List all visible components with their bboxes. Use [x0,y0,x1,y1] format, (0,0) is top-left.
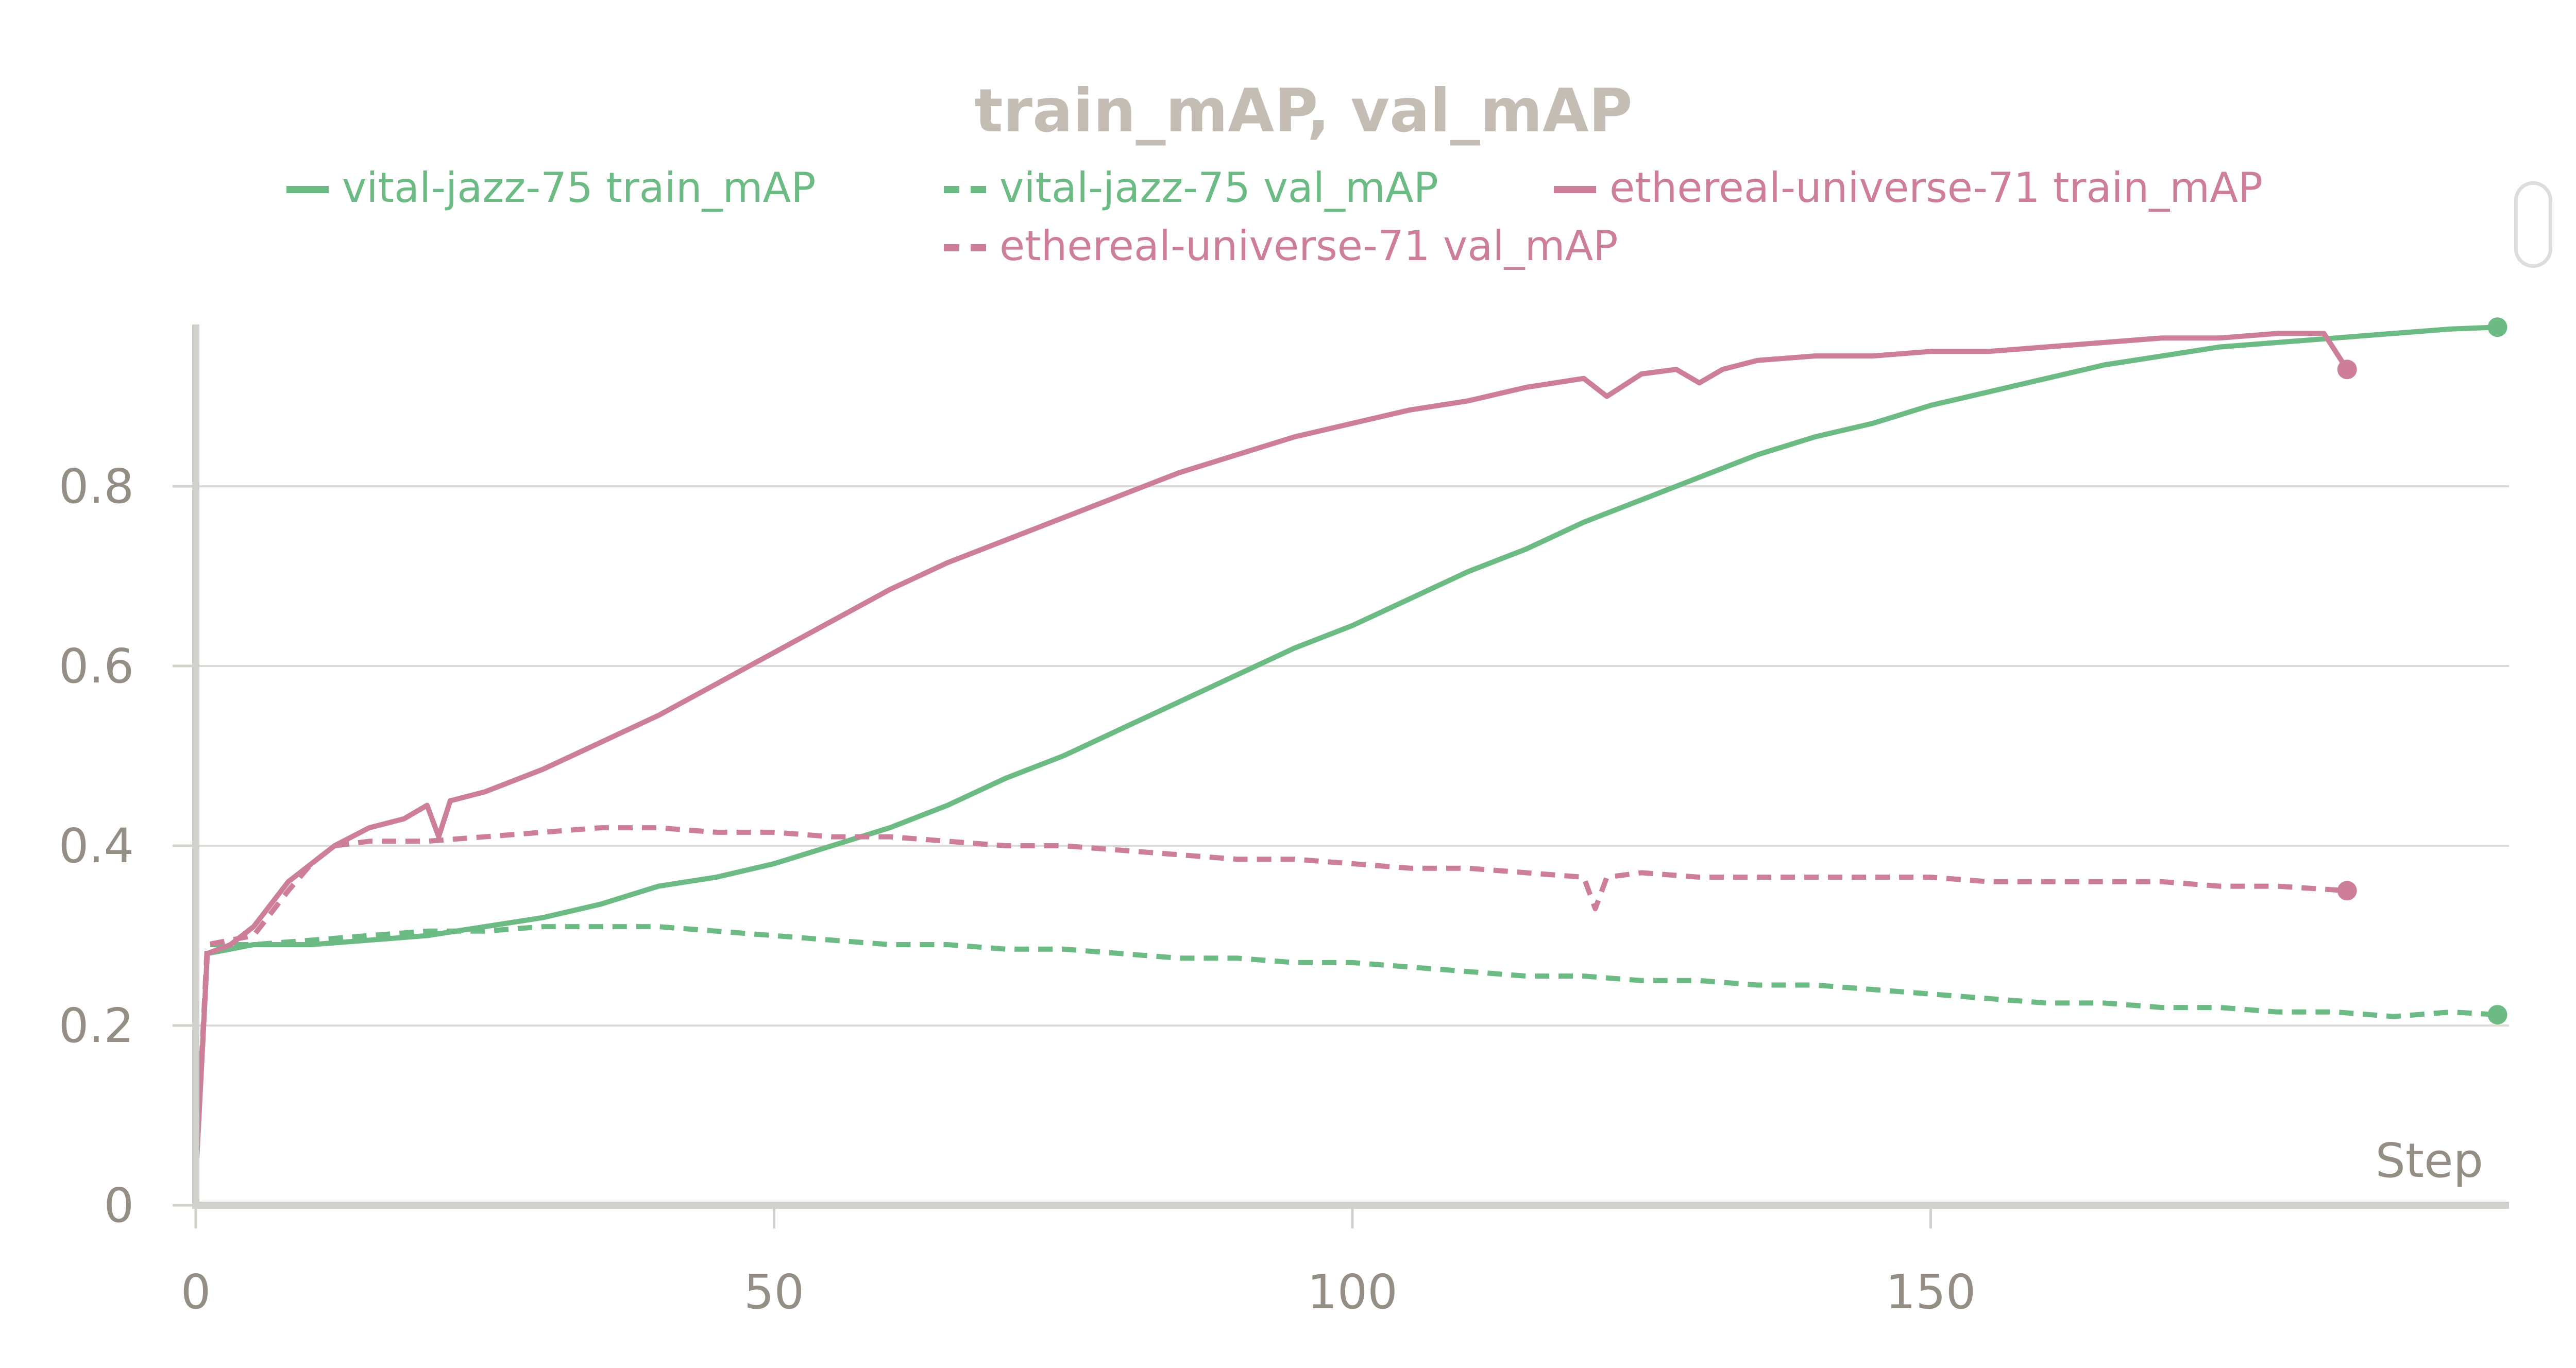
series-end-marker-3 [2337,881,2357,901]
x-tick-label-100: 100 [1307,1264,1398,1320]
chart-title: train_mAP, val_mAP [974,76,1632,146]
legend: vital-jazz-75 train_mAP vital-jazz-75 val… [286,164,2263,270]
x-tick-label-0: 0 [181,1264,211,1320]
y-tick-label-0.6: 0.6 [59,639,134,694]
series-line-1 [193,924,2498,1178]
series-end-marker-0 [2487,317,2507,337]
series-end-marker-2 [2337,360,2357,380]
series-line-3 [193,825,2348,1178]
series-lines [193,317,2507,1181]
x-tick-label-50: 50 [744,1264,804,1320]
legend-scrollbar[interactable] [2514,181,2552,268]
x-tick-label-150: 150 [1886,1264,1976,1320]
y-tick-label-0.4: 0.4 [59,818,134,874]
gridlines [196,485,2509,1027]
x-axis-label: Step [2376,1133,2483,1188]
series-line-0 [193,324,2500,1181]
y-tick-label-0.2: 0.2 [59,998,134,1053]
legend-label-0: vital-jazz-75 train_mAP [342,164,816,212]
legend-label-1: vital-jazz-75 val_mAP [999,164,1438,212]
series-line-2 [193,331,2350,1181]
tick-labels: 0 50 100 150 0 0.2 0.4 0.6 0.8 [59,459,1976,1320]
y-tick-label-0.8: 0.8 [59,459,134,514]
y-tick-label-0: 0 [104,1178,134,1233]
legend-label-2: ethereal-universe-71 train_mAP [1609,164,2263,212]
series-end-marker-1 [2487,1005,2507,1025]
legend-label-3: ethereal-universe-71 val_mAP [999,222,1618,270]
axes [173,324,2509,1228]
